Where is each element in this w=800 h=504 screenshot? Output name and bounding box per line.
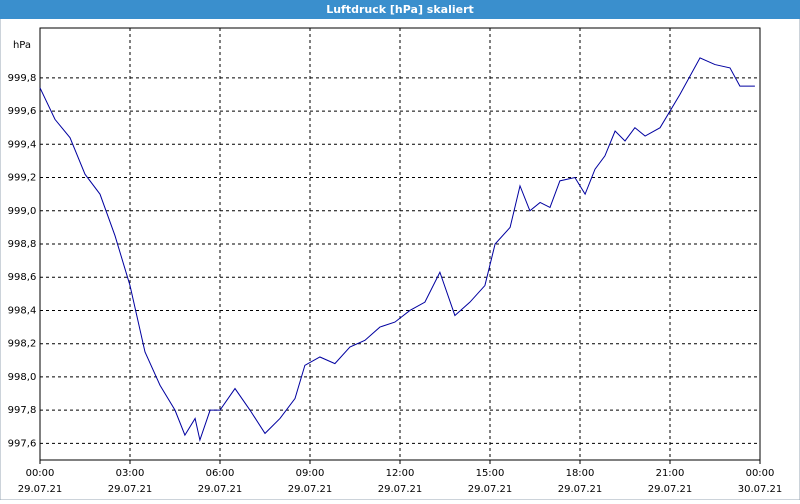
x-tick-date: 29.07.21 xyxy=(378,484,423,495)
x-tick-label: 09:00 xyxy=(296,468,325,479)
y-tick-label: 999,8 xyxy=(8,73,37,84)
x-tick-label: 12:00 xyxy=(386,468,415,479)
data-line xyxy=(39,57,755,442)
x-tick-date: 29.07.21 xyxy=(558,484,603,495)
x-tick-date: 29.07.21 xyxy=(648,484,693,495)
y-tick-label: 998,6 xyxy=(8,272,37,283)
x-tick-label: 21:00 xyxy=(656,468,685,479)
x-tick-date: 29.07.21 xyxy=(18,484,63,495)
y-tick-label: 997,8 xyxy=(8,405,37,416)
x-tick-label: 00:00 xyxy=(26,468,55,479)
y-tick-label: 999,6 xyxy=(8,106,37,117)
y-tick-label: 999,4 xyxy=(8,139,37,150)
y-tick-label: 998,0 xyxy=(8,372,37,383)
y-tick-label: 999,0 xyxy=(8,206,37,217)
y-tick-label: 999,2 xyxy=(8,173,37,184)
x-tick-label: 03:00 xyxy=(116,468,145,479)
x-tick-label: 18:00 xyxy=(566,468,595,479)
x-tick-label: 15:00 xyxy=(476,468,505,479)
x-tick-label: 06:00 xyxy=(206,468,235,479)
y-unit: hPa xyxy=(13,40,31,51)
x-tick-label: 00:00 xyxy=(746,468,775,479)
y-tick-label: 998,4 xyxy=(8,305,37,316)
x-tick-date: 29.07.21 xyxy=(108,484,153,495)
x-tick-date: 29.07.21 xyxy=(288,484,333,495)
chart-title: Luftdruck [hPa] skaliert xyxy=(326,3,474,16)
y-tick-label: 997,6 xyxy=(8,438,37,449)
x-tick-date: 30.07.21 xyxy=(738,484,783,495)
y-tick-label: 998,2 xyxy=(8,339,37,350)
x-tick-date: 29.07.21 xyxy=(198,484,243,495)
title-bar xyxy=(0,0,800,19)
y-tick-label: 998,8 xyxy=(8,239,37,250)
x-tick-date: 29.07.21 xyxy=(468,484,513,495)
